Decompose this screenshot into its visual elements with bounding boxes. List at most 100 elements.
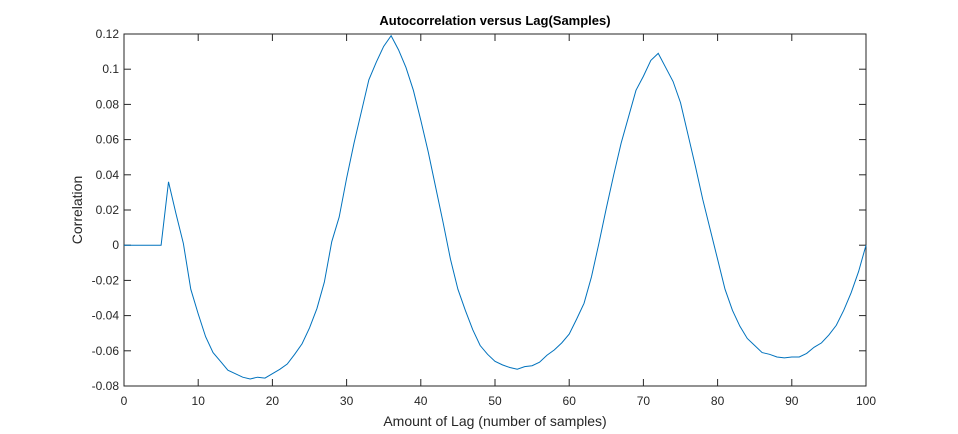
data-point	[850, 291, 853, 294]
data-point	[308, 326, 311, 329]
data-point	[575, 318, 578, 321]
data-point	[323, 281, 326, 284]
data-point	[471, 328, 474, 331]
data-point	[657, 52, 660, 55]
data-point	[145, 244, 148, 247]
y-tick-label: 0.04	[96, 168, 120, 182]
data-point	[857, 270, 860, 273]
data-point	[842, 309, 845, 312]
data-point	[152, 244, 155, 247]
data-point	[597, 242, 600, 245]
data-point	[479, 344, 482, 347]
data-point	[731, 309, 734, 312]
data-point	[583, 302, 586, 305]
y-tick-label: -0.08	[92, 379, 120, 393]
data-point	[197, 312, 200, 315]
data-point	[664, 66, 667, 69]
data-point	[449, 258, 452, 261]
data-point	[686, 133, 689, 136]
data-point	[820, 341, 823, 344]
data-point	[456, 288, 459, 291]
data-point	[367, 78, 370, 81]
data-point	[494, 360, 497, 363]
data-point	[783, 356, 786, 359]
y-tick-label: 0.08	[96, 97, 120, 111]
y-axis-ticks: -0.08 -0.06 -0.04 -0.02 0 0.02 0.04 0.06 0.08 0.1…	[92, 27, 866, 393]
data-point	[419, 119, 422, 122]
data-point	[434, 186, 437, 189]
data-point	[724, 288, 727, 291]
data-point	[137, 244, 140, 247]
data-point	[442, 221, 445, 224]
y-tick-label: 0.1	[102, 62, 119, 76]
data-point	[605, 207, 608, 210]
data-point	[315, 307, 318, 310]
data-point	[301, 342, 304, 345]
data-point	[278, 368, 281, 371]
data-point	[219, 360, 222, 363]
data-point	[738, 325, 741, 328]
data-point	[516, 368, 519, 371]
data-point	[694, 165, 697, 168]
data-point	[271, 372, 274, 375]
y-tick-label: 0.06	[96, 133, 120, 147]
data-point	[427, 150, 430, 153]
axes-box	[123, 33, 867, 387]
y-tick-label: 0.02	[96, 203, 120, 217]
data-point	[531, 364, 534, 367]
data-point	[404, 66, 407, 69]
data-point	[160, 244, 163, 247]
data-point	[286, 363, 289, 366]
data-point	[256, 376, 259, 379]
x-tick-label: 40	[414, 394, 428, 408]
data-point	[805, 352, 808, 355]
data-point	[464, 309, 467, 312]
data-point	[865, 244, 868, 247]
data-point	[560, 341, 563, 344]
y-tick-label: 0	[112, 238, 119, 252]
data-point	[627, 115, 630, 118]
data-point	[486, 353, 489, 356]
x-tick-label: 0	[121, 394, 128, 408]
x-tick-label: 60	[563, 394, 577, 408]
series-line	[124, 34, 867, 380]
data-point	[620, 142, 623, 145]
y-tick-label: 0.12	[96, 27, 120, 41]
y-axis-label: Correlation	[69, 176, 85, 244]
data-point	[353, 142, 356, 145]
data-point	[293, 353, 296, 356]
y-tick-label: -0.04	[92, 309, 120, 323]
data-point	[226, 369, 229, 372]
data-point	[798, 355, 801, 358]
data-point	[412, 89, 415, 92]
data-point	[345, 177, 348, 180]
x-tick-label: 20	[266, 394, 280, 408]
data-point	[523, 365, 526, 368]
data-point	[813, 346, 816, 349]
data-point	[679, 101, 682, 104]
data-point	[835, 324, 838, 327]
x-tick-label: 80	[711, 394, 725, 408]
data-point	[390, 34, 393, 37]
plot-area	[123, 33, 867, 387]
data-point	[189, 288, 192, 291]
data-point	[538, 361, 541, 364]
data-point	[753, 344, 756, 347]
data-point	[746, 337, 749, 340]
data-point	[241, 376, 244, 379]
data-point	[167, 180, 170, 183]
chart-title: Autocorrelation versus Lag(Samples)	[379, 13, 610, 28]
data-point	[634, 89, 637, 92]
x-tick-label: 10	[192, 394, 206, 408]
data-point	[123, 244, 126, 247]
data-point	[768, 353, 771, 356]
x-tick-label: 30	[340, 394, 354, 408]
data-point	[612, 173, 615, 176]
data-point	[709, 228, 712, 231]
data-point	[761, 351, 764, 354]
y-tick-label: -0.06	[92, 344, 120, 358]
data-point	[545, 354, 548, 357]
data-point	[174, 212, 177, 215]
x-axis-label: Amount of Lag (number of samples)	[383, 413, 606, 429]
data-point	[590, 275, 593, 278]
